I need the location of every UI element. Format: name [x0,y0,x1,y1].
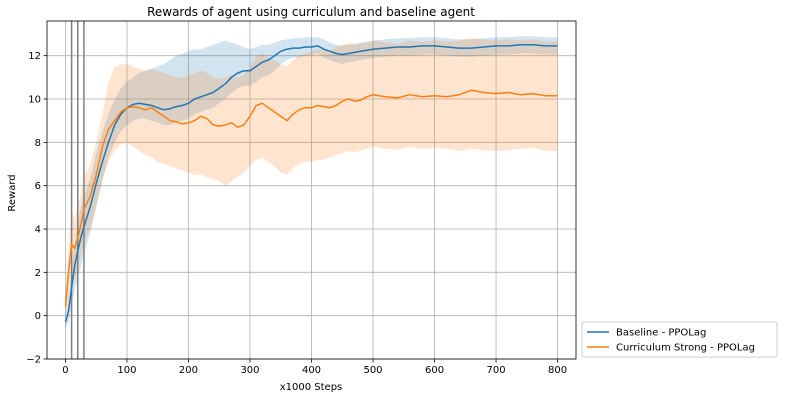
x-tick-label: 500 [363,365,382,376]
y-tick-label: 2 [35,268,41,279]
x-tick-label: 100 [117,365,136,376]
curriculum-series-line [64,89,558,308]
legend-label-baseline: Baseline - PPOLag [616,328,706,339]
y-axis-label: Reward [7,174,18,211]
x-tick-label: 200 [179,365,198,376]
y-tick-label: 10 [28,95,41,106]
x-tick-label: 700 [486,365,505,376]
y-tick-label: 4 [35,225,41,236]
baseline-series-line [64,44,558,323]
curriculum-confidence-band [65,38,558,316]
x-tick-label: 0 [62,365,68,376]
x-tick-label: 300 [240,365,259,376]
x-tick-label: 600 [425,365,444,376]
y-tick-label: 0 [35,311,41,322]
legend-box [581,321,778,358]
chart-title: Rewards of agent using curriculum and ba… [147,5,475,19]
x-tick-label: 400 [302,365,321,376]
legend-label-curriculum: Curriculum Strong - PPOLag [616,343,755,354]
legend: Baseline - PPOLag Curriculum Strong - PPO… [581,321,778,358]
y-tick-label: 8 [35,138,41,149]
y-tick-label: −2 [26,355,41,366]
y-tick-label: 6 [35,181,41,192]
baseline-confidence-band [65,36,558,329]
x-axis-label: x1000 Steps [280,382,343,393]
y-tick-label: 12 [28,51,41,62]
plot-area: 0 100 200 300 400 500 600 700 800 −2 0 2 4 6 8 10 12 [26,20,577,376]
x-tick-label: 800 [548,365,567,376]
